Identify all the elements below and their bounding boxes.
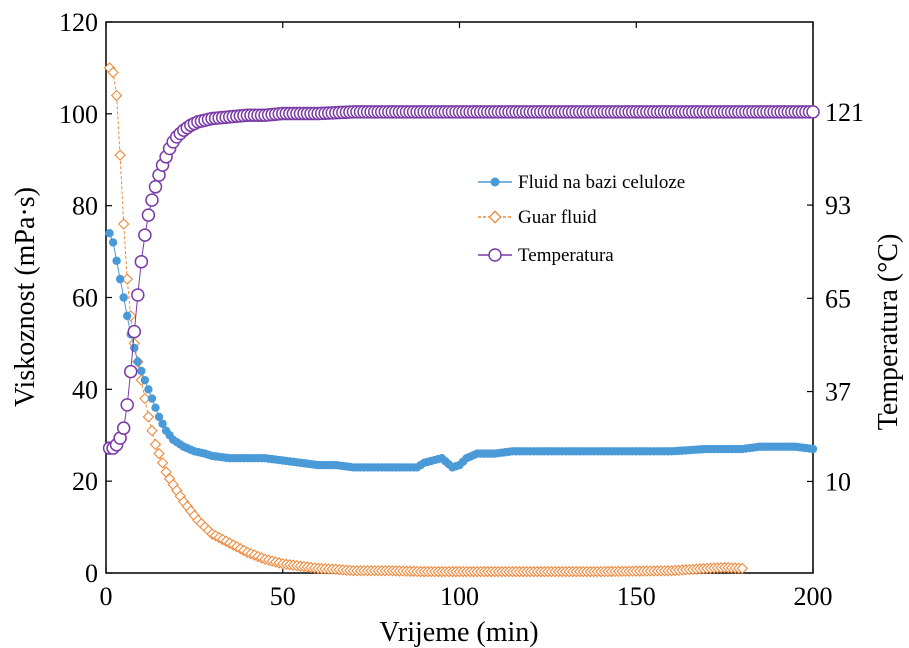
- y-tick-label: 40: [72, 375, 98, 404]
- data-point-temperature: [134, 254, 149, 269]
- series-line-cellulose: [109, 233, 814, 468]
- series-layer: [102, 62, 820, 578]
- data-point-temperature: [141, 208, 156, 222]
- y2-tick-label: 93: [825, 191, 851, 220]
- y-tick-label: 80: [72, 192, 98, 221]
- y-tick-label: 100: [59, 100, 98, 129]
- data-point-temperature: [138, 228, 152, 242]
- x-tick-label: 200: [794, 582, 833, 611]
- series-cellulose: [105, 229, 818, 472]
- x-axis-title: Vrijeme (min): [379, 617, 538, 648]
- legend: Fluid na bazi celuloze Guar fluid Temper…: [478, 172, 685, 266]
- y-tick-label: 120: [59, 8, 98, 37]
- data-point-cellulose: [119, 293, 128, 302]
- data-point-guar: [149, 438, 162, 451]
- legend-entry-temperature: Temperatura: [478, 245, 614, 266]
- data-point-cellulose: [112, 256, 121, 265]
- data-point-temperature: [120, 398, 134, 412]
- data-point-temperature: [123, 364, 138, 379]
- series-line-temperature: [109, 111, 813, 449]
- x-tick-label: 150: [617, 582, 656, 611]
- legend-entry-guar: Guar fluid: [478, 207, 597, 228]
- legend-label-cellulose: Fluid na bazi celuloze: [518, 172, 685, 193]
- data-point-guar: [121, 273, 133, 285]
- data-point-temperature: [806, 105, 820, 119]
- series-temperature: [102, 105, 820, 455]
- series-line-guar: [109, 67, 743, 573]
- y-tick-label: 20: [72, 467, 98, 496]
- legend-marker-temperature: [488, 248, 502, 262]
- legend-marker-guar: [488, 210, 502, 224]
- data-point-temperature: [148, 180, 163, 194]
- y2-tick-label: 121: [825, 98, 864, 127]
- data-point-temperature: [127, 324, 142, 339]
- data-point-guar: [107, 66, 119, 79]
- data-point-temperature: [131, 288, 145, 302]
- legend-label-guar: Guar fluid: [518, 207, 597, 228]
- data-point-cellulose: [808, 444, 818, 454]
- x-tick-label: 50: [270, 582, 296, 611]
- data-point-cellulose: [130, 343, 139, 353]
- data-point-cellulose: [108, 238, 118, 247]
- legend-marker-cellulose: [490, 177, 500, 187]
- x-tick-label: 100: [440, 582, 479, 611]
- data-point-temperature: [116, 421, 131, 435]
- data-point-cellulose: [147, 394, 157, 403]
- legend-entry-cellulose: Fluid na bazi celuloze: [478, 172, 685, 193]
- data-point-cellulose: [133, 357, 143, 366]
- data-point-guar: [114, 149, 126, 161]
- data-point-cellulose: [123, 311, 132, 321]
- y-tick-label: 60: [72, 284, 98, 313]
- data-point-cellulose: [137, 366, 146, 376]
- series-guar: [103, 62, 749, 578]
- y-axis-title: Viskoznost (mPa·s): [10, 187, 41, 407]
- y2-tick-label: 37: [825, 378, 851, 407]
- plot-frame: [105, 21, 814, 574]
- data-point-cellulose: [158, 419, 167, 428]
- data-point-cellulose: [115, 274, 125, 284]
- legend-label-temperature: Temperatura: [518, 245, 614, 266]
- y2-tick-label: 65: [825, 284, 851, 313]
- data-point-cellulose: [151, 403, 160, 412]
- data-point-cellulose: [105, 229, 114, 238]
- y-tick-label: 0: [85, 559, 98, 588]
- data-point-guar: [117, 218, 130, 230]
- data-point-cellulose: [140, 375, 150, 385]
- data-point-guar: [146, 424, 158, 437]
- data-point-guar: [139, 392, 151, 405]
- data-point-guar: [736, 562, 749, 575]
- data-point-cellulose: [144, 385, 153, 394]
- data-point-guar: [142, 411, 155, 423]
- data-point-temperature: [145, 193, 159, 207]
- y2-axis-title: Temperatura (°C): [873, 234, 904, 431]
- y2-tick-label: 10: [825, 467, 851, 496]
- data-point-guar: [110, 89, 123, 102]
- x-tick-label: 0: [100, 582, 113, 611]
- data-point-cellulose: [154, 412, 164, 422]
- data-point-guar: [156, 457, 169, 469]
- tick-layer: 0 50 100 150 200 0 20 40 60 80 100 120 10 37 65 93 121: [59, 8, 864, 611]
- data-point-guar: [153, 447, 165, 460]
